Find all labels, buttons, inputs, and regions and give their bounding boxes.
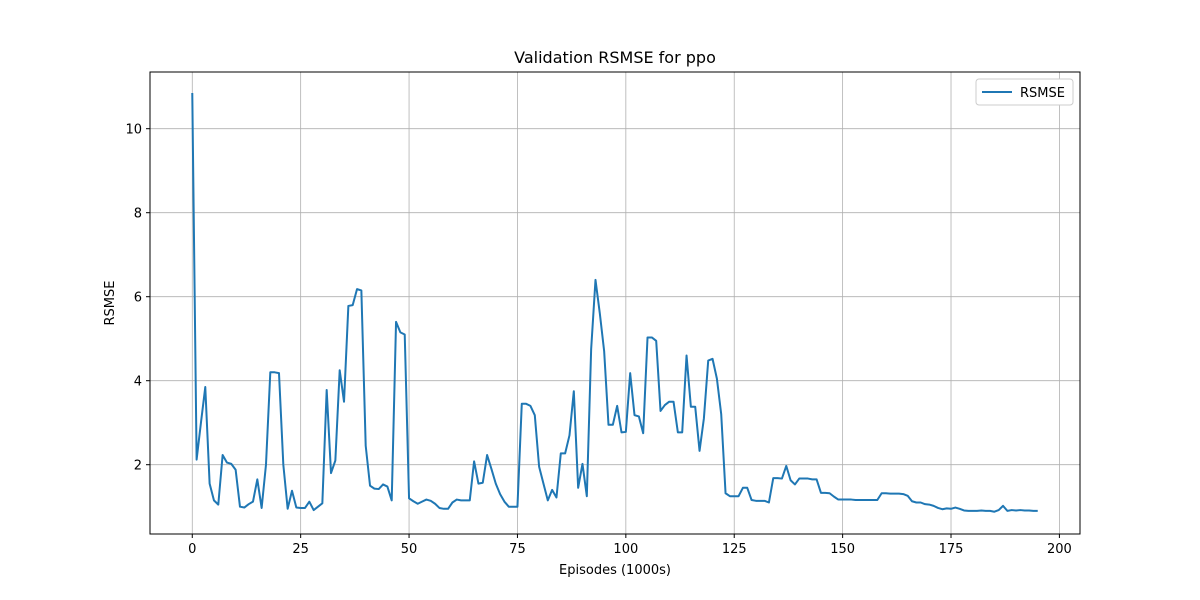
y-axis-label: RSMSE — [103, 281, 118, 326]
x-tick-label: 25 — [292, 542, 309, 557]
y-axis: 2 4 6 8 10 — [125, 123, 150, 474]
x-axis-label: Episodes (1000s) — [559, 563, 671, 578]
series-line-0 — [191, 92, 1038, 513]
x-tick-label: 100 — [613, 542, 638, 557]
x-tick-label: 50 — [401, 542, 418, 557]
legend: RSMSE — [975, 78, 1074, 106]
legend-entry: RSMSE — [1020, 86, 1065, 101]
x-tick-label: 0 — [188, 542, 196, 557]
legend-box — [975, 78, 1074, 106]
grid — [150, 72, 1080, 534]
y-tick-label: 10 — [125, 123, 142, 138]
x-tick-label: 75 — [509, 542, 526, 557]
x-tick-label: 150 — [830, 542, 855, 557]
y-tick-label: 4 — [134, 375, 142, 390]
x-axis: 0 25 50 75 100 125 150 175 200 — [188, 534, 1072, 557]
series-layer — [191, 92, 1038, 513]
x-tick-label: 175 — [939, 542, 964, 557]
chart-title: Validation RSMSE for ppo — [514, 48, 716, 67]
y-tick-label: 8 — [134, 207, 142, 222]
y-tick-label: 2 — [134, 459, 142, 474]
plot-frame — [149, 71, 1081, 535]
x-tick-label: 125 — [722, 542, 747, 557]
x-tick-label: 200 — [1047, 542, 1072, 557]
y-tick-label: 6 — [134, 291, 142, 306]
